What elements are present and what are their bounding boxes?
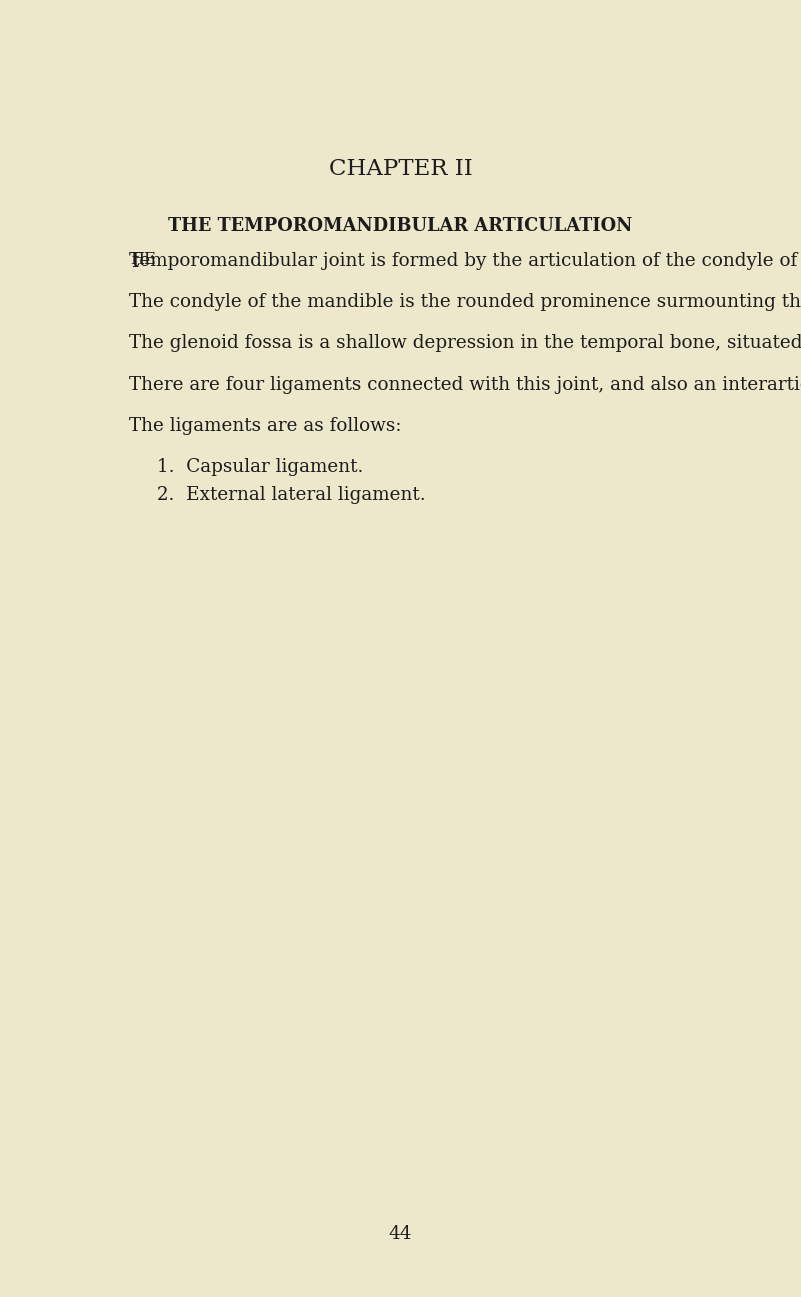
Text: The ligaments are as follows:: The ligaments are as follows: [129, 416, 401, 434]
Text: The glenoid fossa is a shallow depression in the temporal bone, situated just in: The glenoid fossa is a shallow depressio… [129, 335, 801, 353]
Text: There are four ligaments connected with this joint, and also an interarticular f: There are four ligaments connected with … [129, 376, 801, 393]
Text: HE: HE [130, 250, 155, 267]
Text: T: T [129, 252, 143, 271]
Text: 44: 44 [388, 1224, 413, 1243]
Text: 2.  External lateral ligament.: 2. External lateral ligament. [157, 486, 425, 505]
Text: CHAPTER II: CHAPTER II [328, 158, 473, 180]
Text: 1.  Capsular ligament.: 1. Capsular ligament. [157, 458, 364, 476]
Text: temporomandibular joint is formed by the articulation of the condyle of the mand: temporomandibular joint is formed by the… [132, 252, 801, 270]
Text: THE TEMPOROMANDIBULAR ARTICULATION: THE TEMPOROMANDIBULAR ARTICULATION [168, 217, 633, 235]
Text: The condyle of the mandible is the rounded prominence surmounting the condyloid : The condyle of the mandible is the round… [129, 293, 801, 311]
